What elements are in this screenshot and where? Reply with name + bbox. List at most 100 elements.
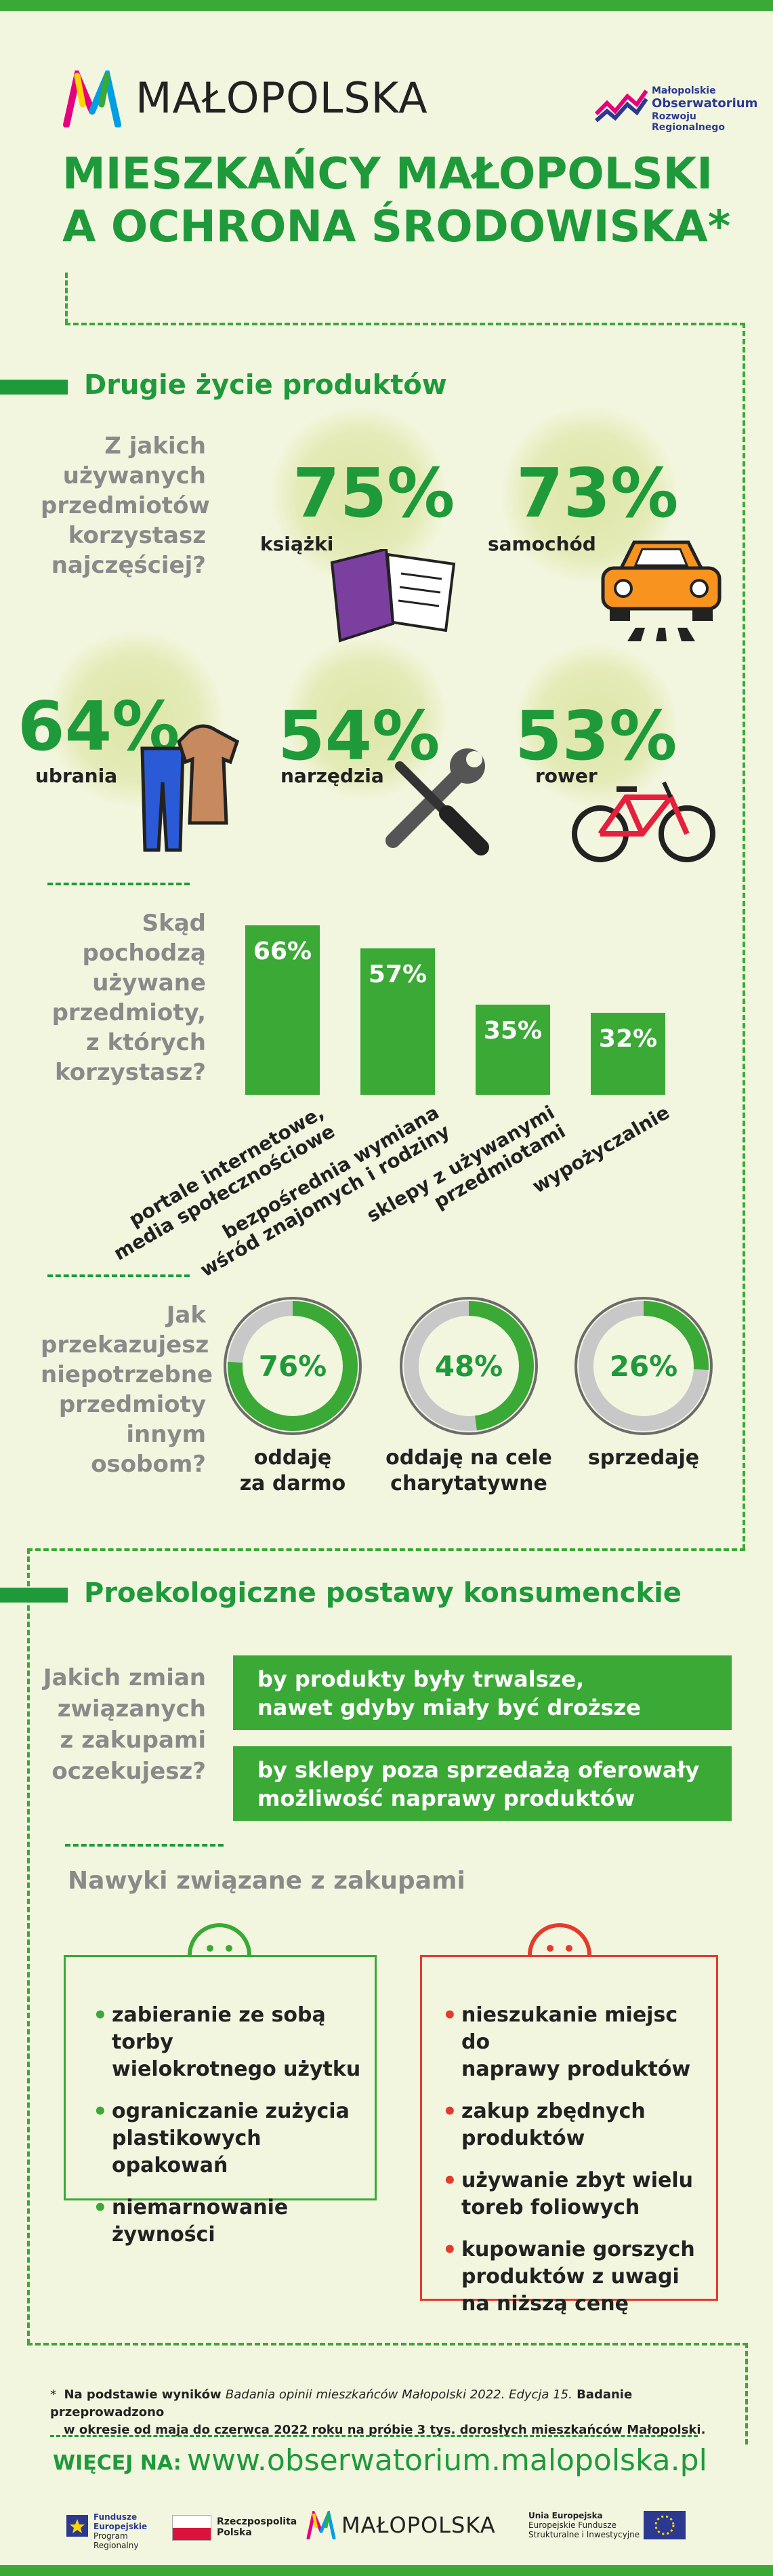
q4-line: Jakich zmian <box>43 1664 206 1691</box>
donut-label-2: oddaję na cele charytatywne <box>385 1446 552 1495</box>
q1-line: najczęściej? <box>51 552 206 579</box>
observatory-line-1: Małopolskie <box>652 85 716 96</box>
eu-funds-logo: Fundusze Europejskie Program Regionalny <box>65 2511 167 2550</box>
frame-top-horiz <box>65 323 745 325</box>
pct-books: 75% <box>293 454 455 533</box>
label-car: samochód <box>488 533 596 555</box>
label-tools: narzędzia <box>280 765 384 787</box>
clothes-icon <box>140 724 240 852</box>
frame-bottom-horiz <box>27 2343 748 2346</box>
glow-books <box>271 407 447 583</box>
rp-line: Polska <box>217 2527 252 2538</box>
label-clothes: ubrania <box>35 765 118 787</box>
bar-value-1: 66% <box>253 938 312 965</box>
bar-2: 57% <box>360 948 435 1095</box>
donut-value-1: 76% <box>259 1350 327 1383</box>
bottom-bar <box>0 2565 773 2576</box>
footnote-line-1: * Na podstawie wyników Badania opinii mi… <box>50 2388 633 2419</box>
footnote-line-2: w okresie od maja do czerwca 2022 roku n… <box>64 2423 706 2437</box>
label-books: książki <box>260 533 334 555</box>
origin-bar-chart: 66% portale internetowe, media społecznośc… <box>110 908 691 1281</box>
observatory-icon <box>594 89 648 123</box>
donut-3: 26% <box>574 1297 713 1435</box>
frame-bottom-right-vert <box>745 2343 748 2444</box>
bar-value-4: 32% <box>598 1024 658 1053</box>
page-title: MIESZKAŃCY MAŁOPOLSKI A OCHRONA ŚRODOWIS… <box>62 148 740 254</box>
donut-label-1: oddaję za darmo <box>239 1446 346 1495</box>
question-most-used: Z jakich używanych przedmiotów korzystas… <box>41 431 210 580</box>
q1-line: przedmiotów <box>41 492 210 519</box>
separator-1 <box>47 883 190 885</box>
box2-line: by sklepy poza sprzedażą oferowały <box>257 1757 700 1783</box>
donut-label-3: sprzedaję <box>587 1446 700 1470</box>
q2-line: korzystasz? <box>55 1059 206 1086</box>
frame-mid-horiz <box>27 1548 745 1551</box>
glow-bicycle <box>515 644 677 807</box>
pct-tools: 54% <box>278 696 440 776</box>
malopolska-m-icon <box>63 71 121 127</box>
poland-flag-icon <box>172 2515 211 2541</box>
observatory-line-3: Rozwoju Regionalnego <box>652 111 726 133</box>
brand-name: MAŁOPOLSKA <box>135 73 428 123</box>
ue-line: Strukturalne i Inwestycyjne <box>528 2530 640 2539</box>
label-bicycle: rower <box>535 765 598 787</box>
box1-line: by produkty były trwalsze, <box>257 1666 585 1692</box>
donut-value-2: 48% <box>435 1350 503 1383</box>
q3-line: przedmioty <box>58 1391 206 1418</box>
bar-3: 35% <box>476 1005 550 1095</box>
q2-line: przedmioty, <box>51 999 206 1026</box>
malopolska-footer-logo: MAŁOPOLSKA <box>306 2510 509 2543</box>
rp-line: Rzeczpospolita <box>217 2516 297 2527</box>
frame-right-vert <box>743 323 745 1550</box>
q3-line: Jak <box>166 1302 206 1329</box>
title-line-2: A OCHRONA ŚRODOWISKA* <box>62 202 731 252</box>
ue-line: Europejskie Fundusze <box>528 2520 617 2530</box>
donut-value-3: 26% <box>610 1350 678 1383</box>
q1-line: korzystasz <box>68 522 206 549</box>
observatory-logo: Małopolskie Obserwatorium Rozwoju Region… <box>593 76 757 133</box>
observatory-line-2: Obserwatorium <box>652 96 758 110</box>
bar-4: 32% <box>591 1012 665 1095</box>
ue-line: Unia Europejska <box>528 2511 603 2520</box>
q1-line: używanych <box>62 462 206 489</box>
q2-line: z których <box>85 1029 206 1056</box>
frame-left-vert <box>27 1548 30 2344</box>
q3-line: niepotrzebne <box>41 1361 213 1388</box>
donut-1: 76% <box>224 1297 362 1435</box>
question-changes: Jakich zmian związanych z zakupami oczek… <box>41 1662 206 1787</box>
pct-bicycle: 53% <box>515 696 677 776</box>
donut-2: 48% <box>400 1297 538 1435</box>
donut-arc-2 <box>404 1301 534 1431</box>
section1-heading: Drugie życie produktów <box>84 369 447 401</box>
more-label: WIĘCEJ NA: <box>53 2451 182 2475</box>
separator-2 <box>47 1274 190 1277</box>
question-transfer: Jak przekazujesz niepotrzebne przedmioty… <box>41 1300 213 1479</box>
funds-star-icon <box>66 2515 88 2537</box>
q1-line: Z jakich <box>104 432 206 460</box>
q2-line: używane <box>92 969 206 997</box>
fe-line: Europejskie <box>93 2522 148 2531</box>
section2-heading: Proekologiczne postawy konsumenckie <box>84 1577 682 1609</box>
q3-line: innym <box>126 1421 206 1448</box>
q2-line: Skąd <box>142 910 206 937</box>
footer-brand: MAŁOPOLSKA <box>341 2512 496 2538</box>
section1-bar <box>0 380 68 395</box>
separator-3 <box>65 1844 224 1847</box>
bar-value-2: 57% <box>368 961 427 989</box>
bar-value-3: 35% <box>483 1017 543 1045</box>
website-link[interactable]: www.obserwatorium.malopolska.pl <box>187 2443 707 2478</box>
donut-outline <box>400 1297 538 1435</box>
q4-line: związanych <box>57 1695 206 1723</box>
q3-line: przekazujesz <box>41 1331 209 1359</box>
car-icon <box>601 540 722 641</box>
transfer-donut-chart: 76% oddaję za darmo 48% oddaję na cele charyt… <box>210 1295 738 1512</box>
section2-bar <box>0 1588 68 1603</box>
habits-heading: Nawyki związane z zakupami <box>68 1867 465 1895</box>
